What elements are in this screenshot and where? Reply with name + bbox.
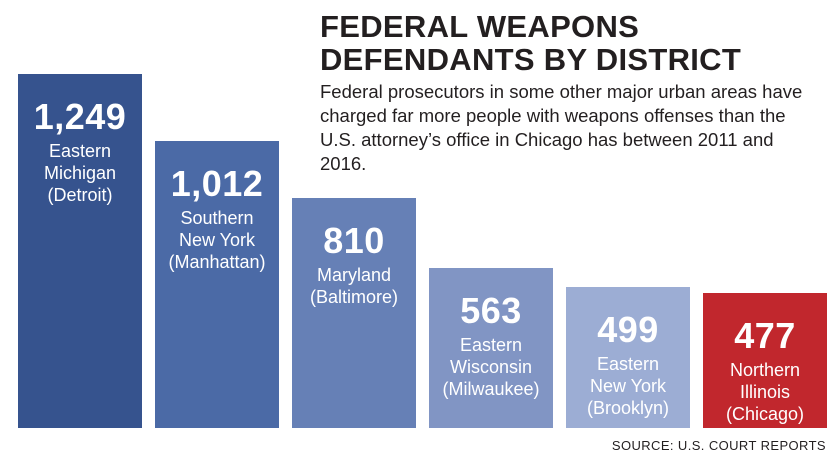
bar-category-label-line: New York (589, 376, 667, 396)
bar-category-label-line: Wisconsin (449, 357, 533, 377)
bar-category-label-line: (Milwaukee) (442, 379, 540, 399)
source-note: SOURCE: U.S. COURT REPORTS (611, 438, 826, 453)
chart-subtitle: Federal prosecutors in some other major … (320, 81, 803, 174)
bar: 810 Maryland (Baltimore) (292, 198, 416, 428)
bar-category-label: Southern New York (Manhattan) (155, 207, 279, 273)
bar: 499 Eastern New York (Brooklyn) (566, 287, 690, 428)
bar-category-label-line: Maryland (316, 265, 392, 285)
chart-title-line-2: DEFENDANTS BY DISTRICT (320, 42, 742, 77)
bar: 477 Northern Illinois (Chicago) (703, 293, 827, 428)
bar-category-label: Eastern Wisconsin (Milwaukee) (429, 334, 553, 400)
bar-category-label-line: Illinois (739, 382, 791, 402)
bar-category-label-line: (Manhattan) (168, 252, 266, 272)
bar-value-label: 563 (460, 290, 522, 331)
bar-category-label: Northern Illinois (Chicago) (703, 359, 827, 425)
bar-category-label-line: (Baltimore) (309, 287, 398, 307)
bar-value-label: 810 (323, 220, 385, 261)
bar-category-label-line: (Brooklyn) (586, 398, 670, 418)
bar-category-label: Eastern New York (Brooklyn) (566, 353, 690, 419)
bar: 1,012 Southern New York (Manhattan) (155, 141, 279, 428)
bar-category-label-line: Michigan (43, 163, 117, 183)
bar-category-label: Eastern Michigan (Detroit) (18, 140, 142, 206)
bar-category-label-line: Eastern (459, 335, 523, 355)
chart-title: FEDERAL WEAPONS DEFENDANTS BY DISTRICT (320, 10, 820, 76)
bar-category-label-line: New York (178, 230, 256, 250)
bar-value-label: 499 (597, 309, 659, 350)
bar-category-label-line: Northern (729, 360, 801, 380)
bar-category-label-line: (Detroit) (47, 185, 113, 205)
bar-category-label-line: Southern (180, 208, 254, 228)
bar: 563 Eastern Wisconsin (Milwaukee) (429, 268, 553, 428)
bar-value-label: 477 (734, 315, 796, 356)
chart-title-line-1: FEDERAL WEAPONS (320, 9, 640, 44)
bar-category-label-line: Eastern (48, 141, 112, 161)
bar-value-label: 1,249 (33, 96, 127, 137)
bar-category-label-line: Eastern (596, 354, 660, 374)
bar-category-label-line: (Chicago) (725, 404, 805, 424)
bar-value-label: 1,012 (170, 163, 264, 204)
bar-category-label: Maryland (Baltimore) (292, 264, 416, 308)
bar: 1,249 Eastern Michigan (Detroit) (18, 74, 142, 428)
